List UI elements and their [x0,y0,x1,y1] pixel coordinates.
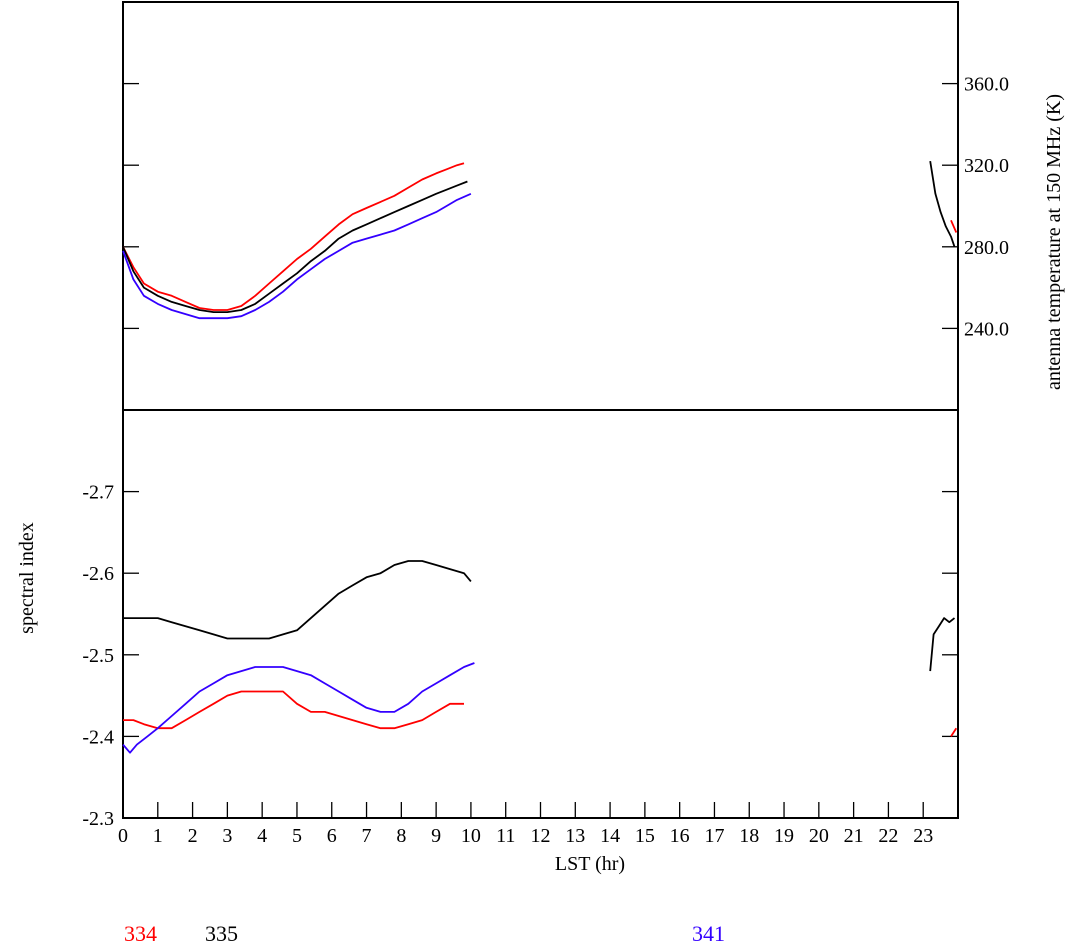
x-tick-label: 4 [257,825,267,847]
top-panel-y-ticks: 240.0 280.0 320.0 360.0 [123,74,1009,340]
bottom-y-tick-label: -2.7 [82,482,114,504]
series-line-341 [122,192,472,320]
x-tick-label: 1 [153,825,163,847]
legend-entry-335: 335 [205,921,238,946]
top-panel-y-axis-label: antenna temperature at 150 MHz (K) [1043,94,1065,390]
x-tick-label: 23 [913,825,933,847]
series-line-334 [950,727,958,737]
bottom-y-tick-label: -2.5 [82,645,114,667]
x-tick-label: 10 [461,825,481,847]
series-line-334 [123,690,464,730]
bottom-y-tick-label: -2.6 [82,563,114,585]
x-tick-label: 18 [739,825,759,847]
x-tick-label: 19 [774,825,794,847]
x-tick-label: 14 [600,825,620,847]
top-y-tick-label: 320.0 [964,155,1009,177]
bottom-y-tick-label: -2.4 [82,726,114,748]
top-y-tick-label: 240.0 [964,318,1009,340]
top-y-tick-label: 360.0 [964,74,1009,96]
series-line-335 [929,160,956,248]
top-panel-frame [122,1,959,411]
bottom-panel-ticks: -2.3-2.4-2.5-2.6-2.70 1 2 3 4 5 6 7 8 9 10 11 12 13 14… [82,482,958,847]
x-tick-label: 22 [878,825,898,847]
x-tick-label: 2 [188,825,198,847]
top-panel-series [122,160,958,320]
x-tick-label: 9 [431,825,441,847]
x-tick-label: 21 [844,825,864,847]
legend-entry-341: 341 [692,921,725,946]
legend: 334 335 341 [124,921,725,946]
x-tick-label: 0 [118,825,128,847]
bottom-panel-y-axis-label: spectral index [16,522,38,634]
x-tick-label: 8 [396,825,406,847]
x-tick-label: 16 [670,825,690,847]
x-tick-label: 5 [292,825,302,847]
bottom-panel-series [122,560,958,754]
x-tick-label: 12 [531,825,551,847]
series-line-335 [123,560,472,640]
series-line-334 [122,162,465,311]
series-line-334 [950,219,958,233]
x-tick-label: 13 [565,825,585,847]
x-tick-label: 3 [222,825,232,847]
bottom-y-tick-label: -2.3 [82,808,114,830]
bottom-panel-frame [122,409,959,819]
x-tick-label: 7 [362,825,372,847]
series-line-341 [122,662,475,754]
x-tick-label: 15 [635,825,655,847]
x-axis-label: LST (hr) [555,853,625,875]
x-tick-label: 20 [809,825,829,847]
x-tick-label: 6 [327,825,337,847]
series-line-335 [122,180,468,314]
series-line-335 [929,617,956,672]
legend-entry-334: 334 [124,921,157,946]
x-tick-label: 11 [496,825,515,847]
x-tick-label: 17 [704,825,724,847]
top-y-tick-label: 280.0 [964,237,1009,259]
